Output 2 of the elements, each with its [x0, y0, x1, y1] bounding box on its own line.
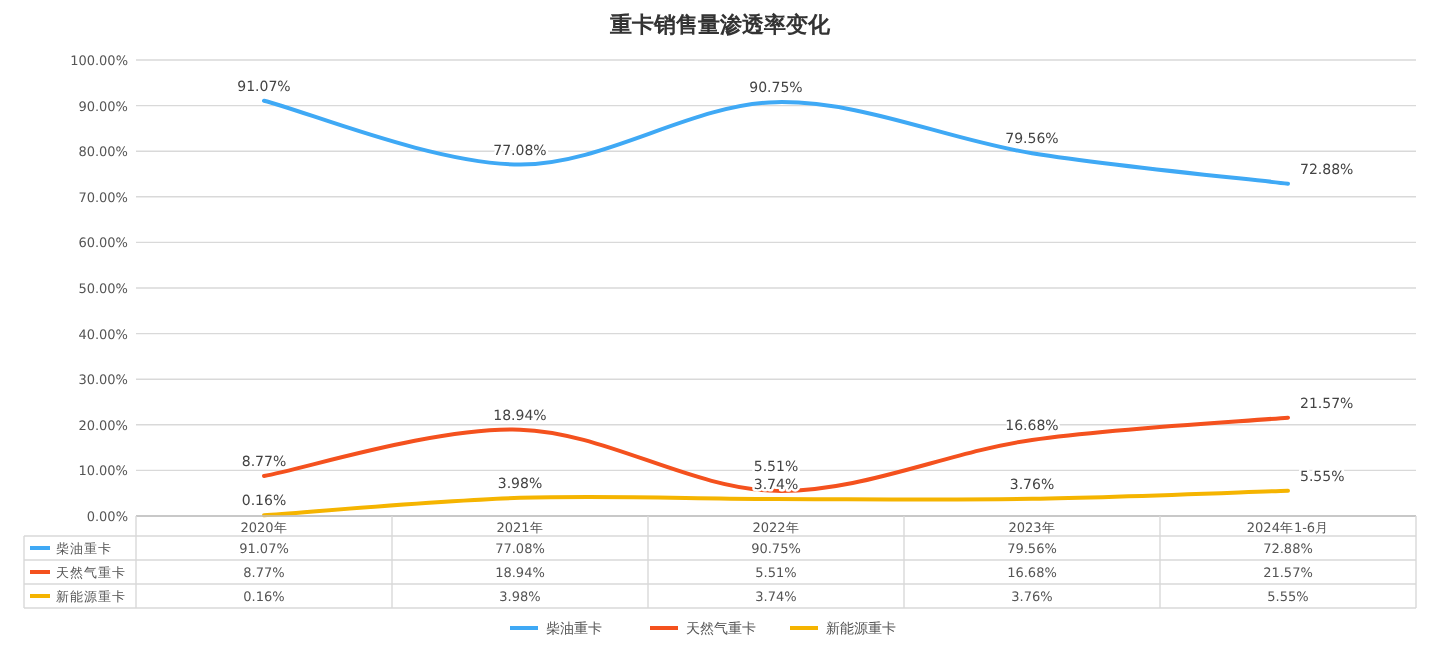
line-series [262, 98, 1290, 186]
chart-title: 重卡销售量渗透率变化 [608, 12, 832, 38]
